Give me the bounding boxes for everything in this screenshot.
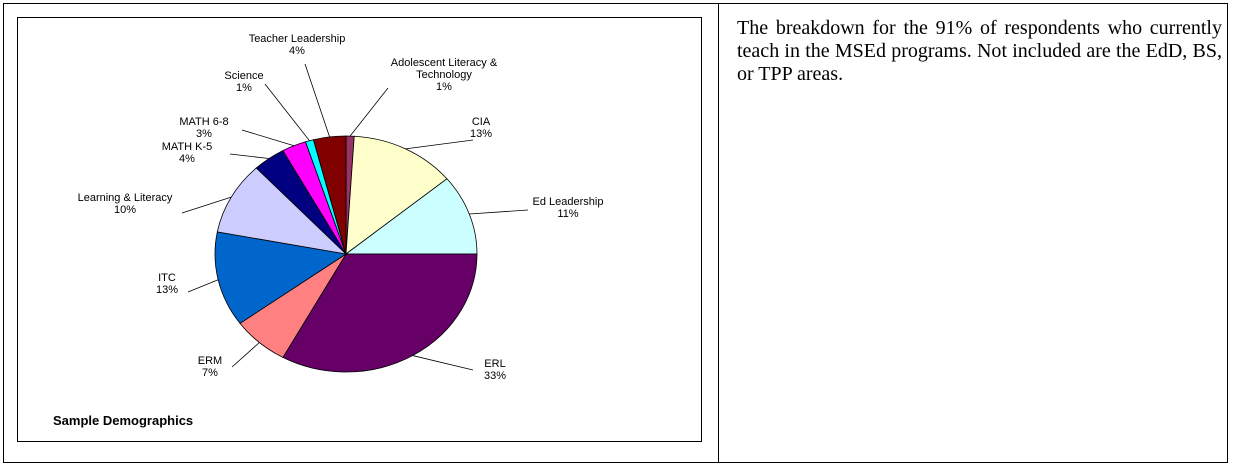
slice-label: MATH 6-8 3% <box>179 116 228 140</box>
leader-line <box>469 209 529 215</box>
pie-chart: Adolescent Literacy & Technology 1% CIA 13% E… <box>78 33 604 382</box>
slice-label: ERM 7% <box>198 355 222 379</box>
leader-line <box>229 153 270 159</box>
leader-line <box>349 87 389 137</box>
slice-label: Science 1% <box>224 70 263 94</box>
slice-label: MATH K-5 4% <box>162 141 213 165</box>
pie-slice-ed-leadership <box>344 178 478 255</box>
chart-frame: Adolescent Literacy & Technology 1% CIA 13% E… <box>17 17 702 442</box>
slice-label: Teacher Leadership 4% <box>249 33 346 57</box>
leader-line <box>231 342 260 368</box>
slice-label: ITC 13% <box>156 272 178 296</box>
slice-label: Adolescent Literacy & Technology 1% <box>391 57 498 93</box>
leader-line <box>181 196 232 214</box>
slice-label: Ed Leadership 11% <box>533 196 604 220</box>
pie-slice-erl <box>282 253 478 373</box>
leader-line <box>304 63 330 138</box>
leader-line <box>264 83 310 141</box>
slice-label: Learning & Literacy 10% <box>78 192 173 216</box>
table-column-divider <box>718 4 719 462</box>
leader-line <box>241 129 295 147</box>
chart-title: Sample Demographics <box>53 413 194 428</box>
slice-label: CIA 13% <box>470 116 492 140</box>
description-text: The breakdown for the 91% of respondents… <box>737 17 1222 85</box>
leader-line <box>405 139 474 150</box>
slice-label: ERL 33% <box>484 358 506 382</box>
leader-line <box>187 279 219 293</box>
layout-table: Adolescent Literacy & Technology 1% CIA 13% E… <box>3 3 1228 463</box>
leader-line <box>412 355 474 371</box>
pie-slice-learning-literacy <box>216 167 348 255</box>
